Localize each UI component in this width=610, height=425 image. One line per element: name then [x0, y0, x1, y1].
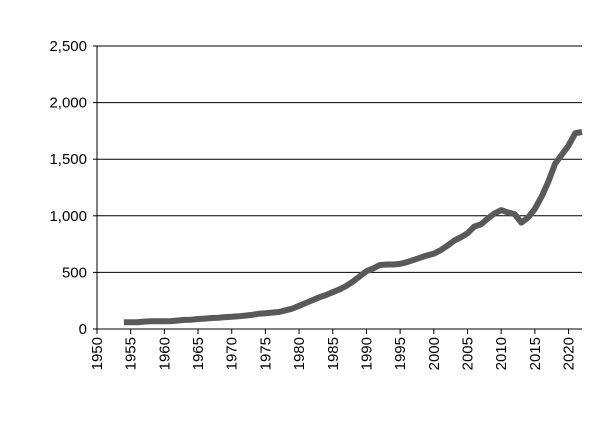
x-tick-label: 1965 — [190, 337, 207, 370]
y-tick-labels: 0 500 1,000 1,500 2,000 2,500 — [49, 38, 87, 338]
x-tick-label: 2010 — [493, 337, 510, 370]
x-tick-label: 1995 — [392, 337, 409, 370]
x-tick-label: 1985 — [325, 337, 342, 370]
x-tick-label: 1975 — [257, 337, 274, 370]
x-tick-label: 2005 — [459, 337, 476, 370]
x-tick-label: 1980 — [291, 337, 308, 370]
series-line — [124, 132, 582, 322]
y-tick-label: 1,000 — [49, 208, 87, 225]
x-tick-label: 1955 — [123, 337, 140, 370]
y-tick-label: 0 — [79, 321, 87, 338]
gridlines — [97, 46, 582, 272]
y-tick-label: 1,500 — [49, 151, 87, 168]
x-tick-label: 1970 — [224, 337, 241, 370]
x-tick-label: 1950 — [89, 337, 106, 370]
y-tick-label: 2,000 — [49, 95, 87, 112]
x-tick-label: 2000 — [426, 337, 443, 370]
y-tick-label: 2,500 — [49, 38, 87, 55]
x-tick-label: 1990 — [358, 337, 375, 370]
x-tick-labels: 1950 1955 1960 1965 1970 1975 1980 1985 1990 1995… — [89, 337, 578, 370]
y-tick-label: 500 — [62, 264, 87, 281]
series — [124, 132, 582, 322]
x-tick-label: 2020 — [561, 337, 578, 370]
x-tick-label: 2015 — [527, 337, 544, 370]
x-tick-label: 1960 — [156, 337, 173, 370]
